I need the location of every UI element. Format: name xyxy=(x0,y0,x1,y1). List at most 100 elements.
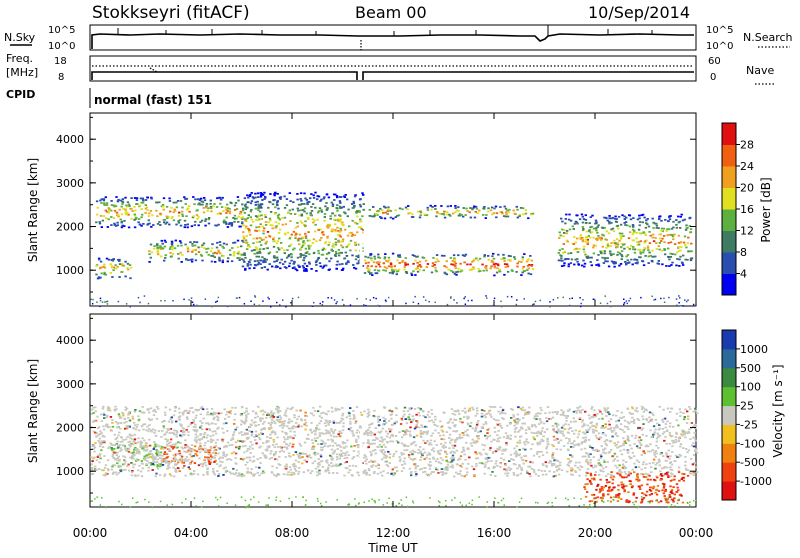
echo-cell xyxy=(125,210,127,212)
echo-cell xyxy=(355,258,357,260)
echo-cell xyxy=(371,265,373,267)
echo-cell xyxy=(219,461,221,463)
echo-cell xyxy=(129,444,131,446)
echo-cell xyxy=(377,473,379,475)
echo-cell xyxy=(137,442,139,444)
echo-cell xyxy=(441,255,443,257)
echo-cell xyxy=(179,442,181,444)
echo-cell xyxy=(250,452,252,454)
scatter-cell xyxy=(533,303,535,305)
scatter-cell xyxy=(375,298,377,300)
echo-cell xyxy=(320,420,322,422)
echo-cell xyxy=(176,447,178,449)
echo-cell xyxy=(98,259,100,261)
echo-cell xyxy=(411,274,413,276)
echo-cell xyxy=(418,415,420,417)
echo-cell xyxy=(188,466,190,468)
echo-cell xyxy=(121,412,123,414)
echo-cell xyxy=(317,466,319,468)
echo-cell xyxy=(526,472,528,474)
scatter-cell xyxy=(373,297,375,299)
nsky-frame xyxy=(90,25,696,50)
echo-cell xyxy=(460,269,462,271)
echo-cell xyxy=(440,450,442,452)
echo-cell xyxy=(478,438,480,440)
echo-cell xyxy=(291,420,293,422)
echo-cell xyxy=(682,412,684,414)
echo-cell xyxy=(250,202,252,204)
echo-cell xyxy=(367,268,369,270)
echo-cell xyxy=(536,435,538,437)
echo-cell xyxy=(99,221,101,223)
scatter-cell xyxy=(485,295,487,297)
echo-cell xyxy=(180,242,182,244)
scatter-cell xyxy=(217,301,219,303)
echo-cell xyxy=(335,436,337,438)
echo-cell xyxy=(485,267,487,269)
echo-cell xyxy=(382,453,384,455)
echo-cell xyxy=(209,463,211,465)
echo-cell xyxy=(242,225,244,227)
echo-cell xyxy=(277,193,279,195)
echo-cell xyxy=(575,430,577,432)
echo-cell xyxy=(584,433,586,435)
echo-cell xyxy=(303,193,305,195)
echo-cell xyxy=(356,430,358,432)
echo-cell xyxy=(118,445,120,447)
echo-cell xyxy=(291,474,293,476)
echo-cell xyxy=(603,460,605,462)
echo-cell xyxy=(229,254,231,256)
echo-cell xyxy=(608,424,610,426)
echo-cell xyxy=(328,252,330,254)
echo-cell xyxy=(469,410,471,412)
scatter-cell xyxy=(553,299,555,301)
echo-cell xyxy=(684,409,686,411)
echo-cell xyxy=(251,444,253,446)
echo-cell xyxy=(641,469,643,471)
echo-cell xyxy=(302,241,304,243)
echo-cell xyxy=(538,469,540,471)
echo-cell xyxy=(658,260,660,262)
scatter-cell xyxy=(664,302,666,304)
echo-cell xyxy=(347,209,349,211)
echo-cell xyxy=(636,261,638,263)
echo-cell xyxy=(340,218,342,220)
echo-cell xyxy=(283,425,285,427)
echo-cell xyxy=(237,196,239,198)
echo-cell xyxy=(197,198,199,200)
echo-cell xyxy=(207,411,209,413)
echo-cell xyxy=(419,211,421,213)
colorbar-swatch xyxy=(722,274,736,296)
echo-cell xyxy=(695,425,697,427)
echo-cell xyxy=(275,225,277,227)
echo-cell xyxy=(457,411,459,413)
echo-cell xyxy=(271,466,273,468)
echo-cell xyxy=(493,208,495,210)
echo-cell xyxy=(611,455,613,457)
echo-cell xyxy=(297,257,299,259)
echo-cell xyxy=(407,430,409,432)
echo-cell xyxy=(394,209,396,211)
echo-cell xyxy=(281,247,283,249)
echo-cell xyxy=(454,207,456,209)
echo-cell xyxy=(283,249,285,251)
echo-cell xyxy=(111,422,113,424)
echo-cell xyxy=(181,211,183,213)
scatter-cell xyxy=(501,306,503,308)
echo-cell xyxy=(525,213,527,215)
echo-cell xyxy=(173,460,175,462)
echo-cell xyxy=(265,417,267,419)
echo-cell xyxy=(682,447,684,449)
scatter-cell xyxy=(610,306,612,308)
echo-cell xyxy=(110,416,112,418)
echo-cell xyxy=(436,425,438,427)
echo-cell xyxy=(408,414,410,416)
echo-cell xyxy=(234,457,236,459)
echo-cell xyxy=(392,441,394,443)
echo-cell xyxy=(531,424,533,426)
scatter-cell xyxy=(678,302,680,304)
echo-cell xyxy=(679,411,681,413)
echo-cell xyxy=(231,260,233,262)
echo-cell xyxy=(314,207,316,209)
echo-cell xyxy=(106,204,108,206)
